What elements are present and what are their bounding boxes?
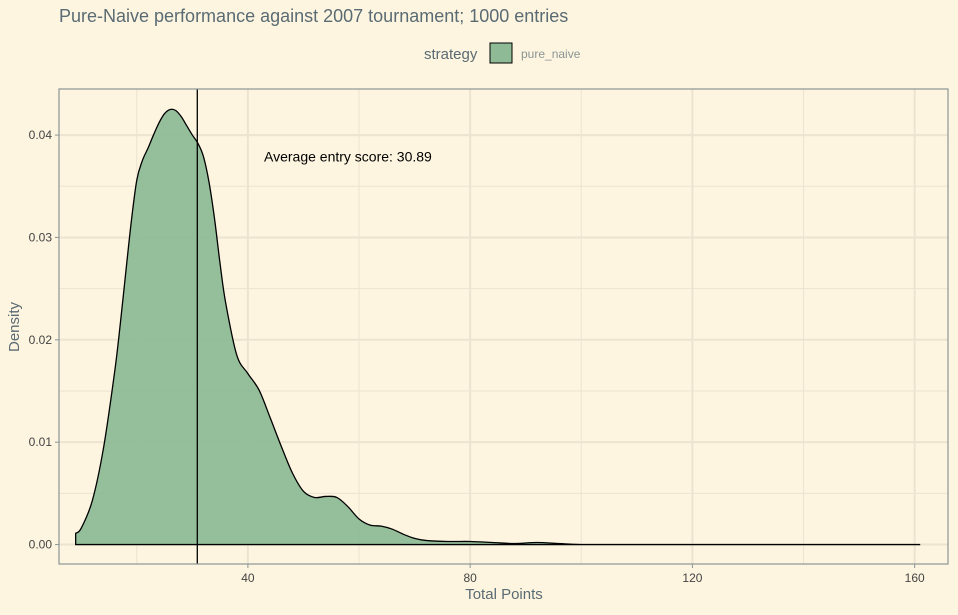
- legend-title: strategy: [424, 46, 478, 63]
- x-tick-label: 160: [905, 571, 925, 585]
- y-tick-label: 0.03: [29, 230, 53, 244]
- x-tick-label: 80: [463, 571, 477, 585]
- panel-border: [58, 88, 949, 565]
- chart-title: Pure-Naive performance against 2007 tour…: [59, 6, 568, 26]
- mean-annotation: Average entry score: 30.89: [264, 149, 432, 165]
- y-tick-label: 0.02: [29, 333, 53, 347]
- axes: 40 80 120 160 0.00 0.01 0.02 0.03 0.04: [29, 88, 949, 585]
- density-area-pure-naive: [75, 109, 921, 545]
- legend-label-pure-naive: pure_naive: [521, 47, 581, 61]
- legend-key-pure-naive: [489, 42, 513, 64]
- x-tick-label: 120: [682, 571, 702, 585]
- x-tick-label: 40: [241, 571, 255, 585]
- y-tick-label: 0.00: [29, 538, 53, 552]
- y-tick-label: 0.01: [29, 435, 53, 449]
- density-outline-pure-naive: [75, 108, 921, 546]
- plot-area: [75, 89, 921, 564]
- x-axis-label: Total Points: [465, 586, 543, 603]
- y-axis-label: Density: [6, 301, 23, 352]
- legend: strategy pure_naive: [424, 42, 581, 64]
- y-tick-label: 0.04: [29, 128, 53, 142]
